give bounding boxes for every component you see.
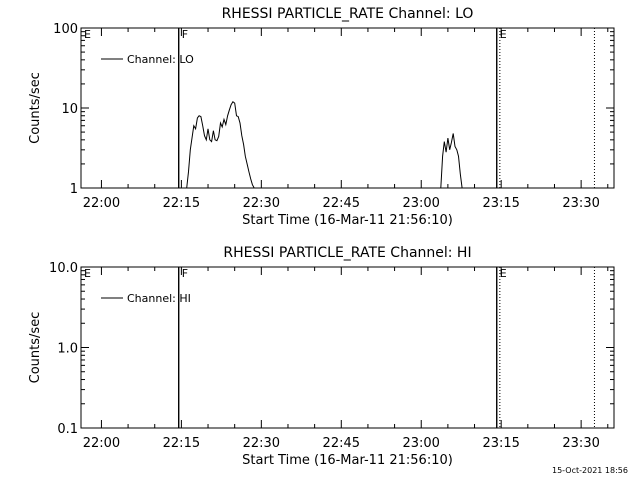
data-series-line <box>186 100 258 189</box>
marker-label: E <box>84 28 91 41</box>
x-tick-label: 22:30 <box>243 436 280 451</box>
footer-timestamp: 15-Oct-2021 18:56 <box>552 466 628 475</box>
x-tick-label: 22:45 <box>323 196 360 211</box>
x-tick-label: 22:00 <box>83 436 120 451</box>
chart-title: RHESSI PARTICLE_RATE Channel: HI <box>223 245 471 261</box>
data-series-line <box>440 133 463 189</box>
y-tick-label: 10.0 <box>49 261 78 276</box>
x-tick-label: 22:15 <box>163 436 200 451</box>
marker-label: E <box>500 28 507 41</box>
legend-label: Channel: HI <box>127 292 191 305</box>
x-tick-label: 23:00 <box>402 196 439 211</box>
y-tick-label: 1 <box>70 182 78 197</box>
legend-label: Channel: LO <box>127 53 194 66</box>
y-tick-label: 100 <box>53 22 78 37</box>
plot-frame <box>80 27 615 189</box>
x-tick-label: 23:15 <box>482 436 519 451</box>
x-tick-label: 23:00 <box>402 436 439 451</box>
y-tick-label: 1.0 <box>57 342 78 357</box>
y-axis-label: Counts/sec <box>28 72 43 144</box>
x-tick-label: 23:30 <box>562 436 599 451</box>
marker-label: E <box>500 267 507 280</box>
y-tick-label: 10 <box>61 102 78 117</box>
x-tick-label: 22:00 <box>83 196 120 211</box>
x-axis-label: Start Time (16-Mar-11 21:56:10) <box>242 453 453 468</box>
x-tick-label: 22:30 <box>243 196 280 211</box>
marker-label: F <box>182 267 188 280</box>
x-tick-label: 22:45 <box>323 436 360 451</box>
y-tick-label: 0.1 <box>57 422 78 437</box>
chart-panel-1: RHESSI PARTICLE_RATE Channel: LO Counts/s… <box>28 6 615 228</box>
chart-panel-2: RHESSI PARTICLE_RATE Channel: HI Counts/s… <box>28 245 615 468</box>
marker-label: F <box>182 28 188 41</box>
x-tick-label: 22:15 <box>163 196 200 211</box>
x-axis-label: Start Time (16-Mar-11 21:56:10) <box>242 213 453 228</box>
y-axis-label: Counts/sec <box>28 312 43 384</box>
x-tick-label: 23:30 <box>562 196 599 211</box>
marker-label: E <box>84 267 91 280</box>
chart-title: RHESSI PARTICLE_RATE Channel: LO <box>222 6 474 22</box>
x-tick-label: 23:15 <box>482 196 519 211</box>
